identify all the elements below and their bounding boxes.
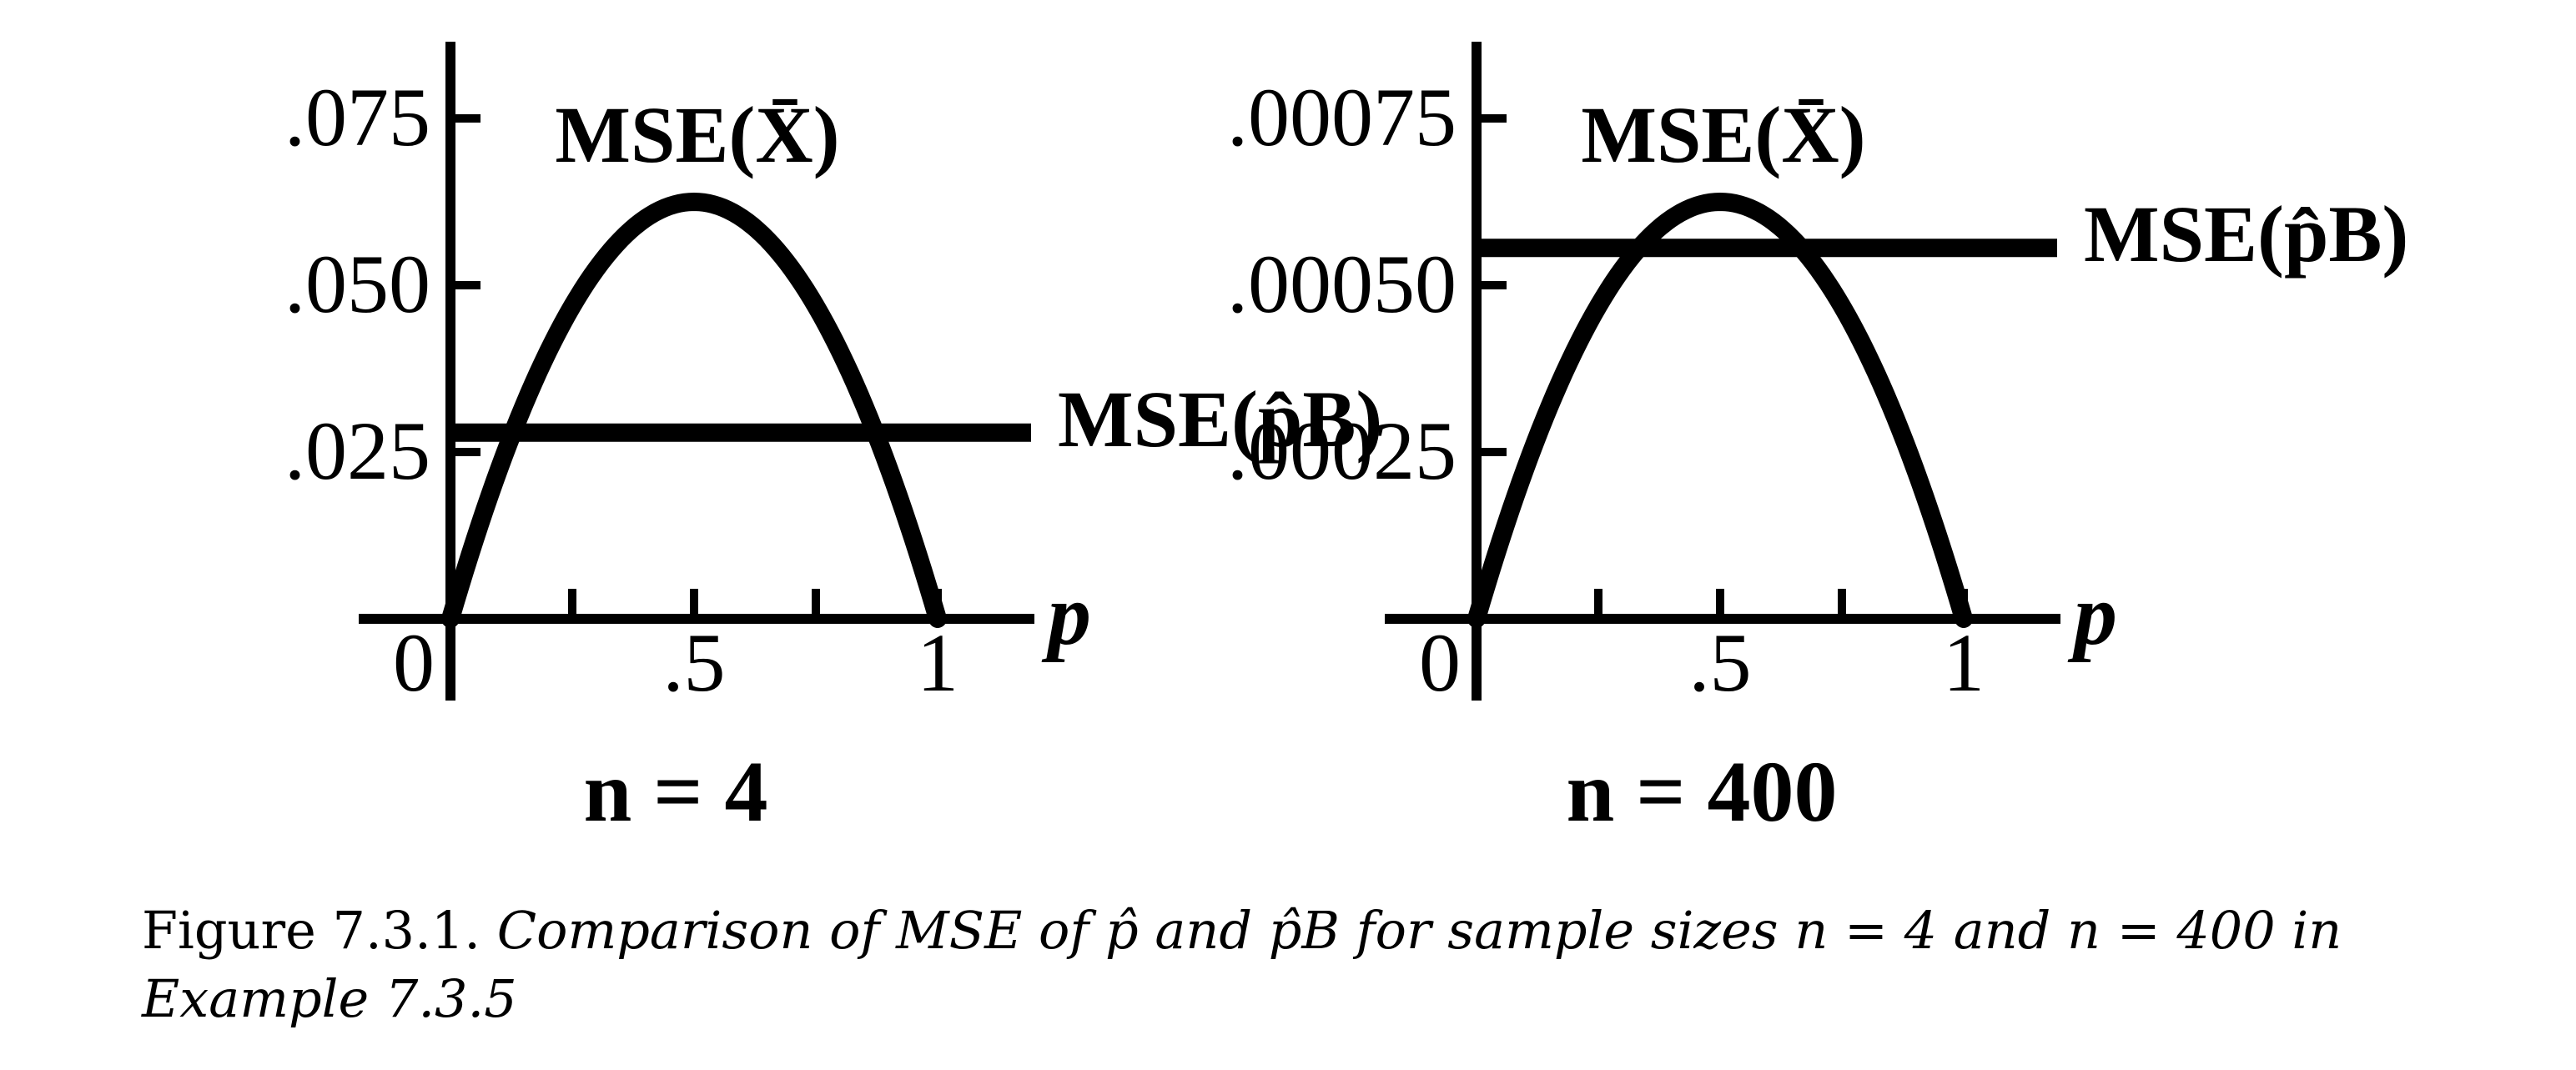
y-tick-label: .025 [284,404,430,497]
series-label-mse-xbar: MSE(X̄) [555,90,839,179]
y-tick-label: .00025 [1227,404,1457,497]
series-mse-xbar-curve [1467,192,1973,628]
caption-body: Comparison of MSE of p̂ and p̂B for samp… [142,900,2342,1029]
x-tick-label: 1 [917,616,958,709]
x-tick-label: 0 [393,616,435,709]
y-tick-label: .00075 [1227,71,1457,163]
chart-inner: .00025 .00050 .00075 0 .5 1 p MSE(X̄) MSE(p̂B) n … [1227,42,2408,840]
y-tick-label: .00050 [1227,238,1457,330]
x-axis-label: p [2067,567,2117,663]
chart-plot-area: .00025 .00050 .00075 0 .5 1 p MSE(X̄) MSE(p̂B) n … [1227,42,2408,840]
x-tick-label: 0 [1419,616,1461,709]
chart-plot-area: .025 .050 .075 0 .5 1 p MSE(X̄) MSE(p̂B) n = 4 [284,42,1382,840]
series-label-mse-pb: MSE(p̂B) [2084,189,2408,279]
x-tick-label: 1 [1943,616,1985,709]
chart-n400: .00025 .00050 .00075 0 .5 1 p MSE(X̄) MSE(p̂B) n … [1227,42,2408,840]
sample-size-label: n = 400 [1566,744,1837,840]
x-tick-label: .5 [663,616,726,709]
x-axis-label: p [1041,567,1091,663]
chart-n4: .025 .050 .075 0 .5 1 p MSE(X̄) MSE(p̂B) n = 4 [284,42,1382,840]
sample-size-label: n = 4 [583,744,767,840]
y-tick-label: .050 [284,238,430,330]
caption-prefix: Figure 7.3.1. [142,900,497,961]
series-mse-xbar-curve [441,192,947,628]
series-label-mse-xbar: MSE(X̄) [1581,90,1865,179]
series-label-mse-pb: MSE(p̂B) [1058,374,1382,464]
figure-caption: Figure 7.3.1. Comparison of MSE of p̂ an… [142,897,2478,1033]
y-tick-label: .075 [284,71,430,163]
x-tick-label: .5 [1689,616,1752,709]
